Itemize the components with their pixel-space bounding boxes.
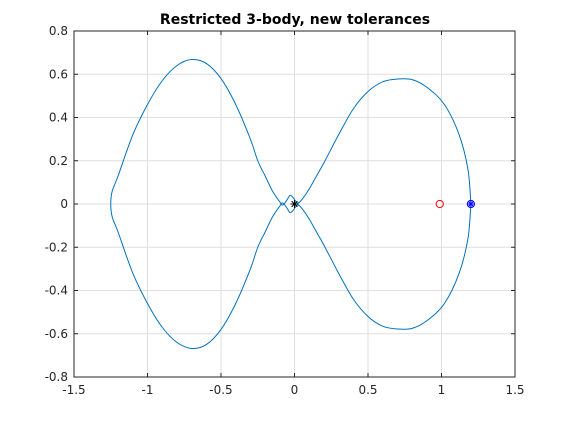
x-tick-label: 1 [438,383,446,397]
y-tick-label: 0.4 [49,111,68,125]
x-tick-label: 1.5 [505,383,524,397]
chart-title: Restricted 3-body, new tolerances [160,12,430,28]
series-layer [110,58,472,350]
x-tick-label: -0.5 [209,383,232,397]
y-tick-label: -0.4 [45,284,68,298]
tick-labels: -1.5 -1 -0.5 0 0.5 1 1.5 -0.8 -0.6 -0.4 -0.2 0 0.2 0.… [45,24,525,397]
y-tick-label: -0.2 [45,240,68,254]
orbit-line [110,58,472,350]
x-tick-label: -1 [142,383,154,397]
circle-marker [435,199,444,209]
asterisk-stroke [467,200,475,208]
y-tick-label: 0.8 [49,24,68,38]
y-tick-label: -0.6 [45,327,68,341]
y-tick-label: -0.8 [45,370,68,384]
grid [74,31,515,377]
asterisk-stroke [291,200,298,208]
asterisk-marker [466,200,475,208]
x-tick-label: -1.5 [62,383,85,397]
axes [73,30,516,378]
asterisk-marker [290,200,299,208]
y-tick-label: 0 [60,197,68,211]
marker-layer [290,199,475,209]
y-tick-label: 0.6 [49,67,68,81]
x-tick-label: 0.5 [358,383,377,397]
y-tick-label: 0.2 [49,154,68,168]
x-tick-label: 0 [291,383,299,397]
